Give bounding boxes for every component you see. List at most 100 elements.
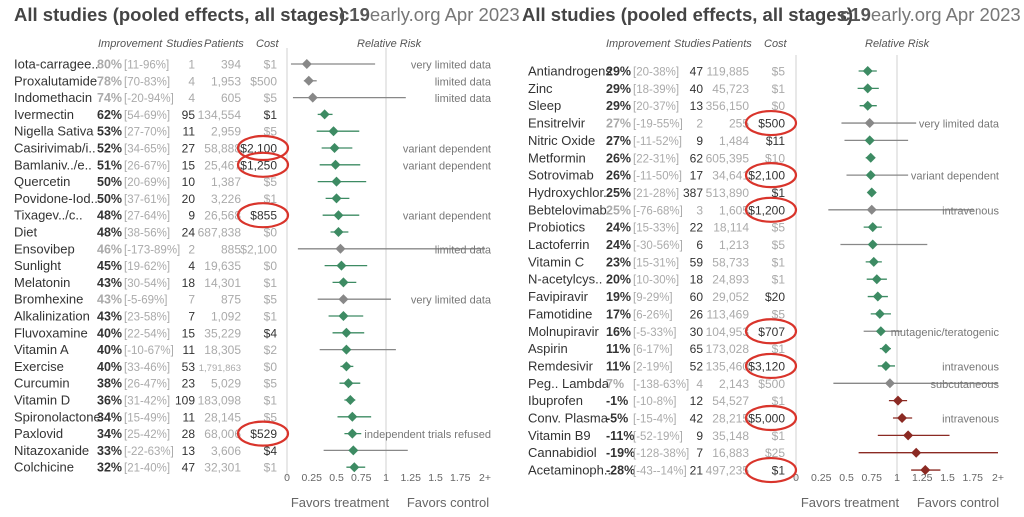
cost-value: $2 bbox=[264, 343, 278, 357]
treatment-name: Exercise bbox=[14, 359, 64, 374]
studies-count: 12 bbox=[690, 394, 704, 408]
favors-control-label: Favors control bbox=[917, 495, 999, 510]
studies-count: 4 bbox=[696, 377, 703, 391]
cost-value: $10 bbox=[765, 151, 785, 165]
highlight-circle bbox=[744, 352, 798, 380]
patients-count: 18,305 bbox=[204, 343, 241, 357]
forest-plot-panel-left: All studies (pooled effects, all stages)… bbox=[14, 4, 520, 510]
studies-count: 22 bbox=[690, 221, 704, 235]
patients-count: 5,029 bbox=[211, 377, 241, 391]
highlight-circle bbox=[744, 196, 798, 223]
patients-count: 1,605 bbox=[719, 203, 749, 217]
cost-value: $5 bbox=[772, 307, 786, 321]
improvement-value: 11% bbox=[606, 342, 630, 356]
table-row: Melatonin 43% [30-54%] 18 14,301 $1 bbox=[14, 275, 357, 290]
cost-value: $529 bbox=[250, 427, 277, 441]
table-row: Nitric Oxide 27% [-11-52%] 9 1,484 $11 bbox=[528, 133, 909, 148]
patients-count: 1,791,863 bbox=[199, 363, 241, 374]
improvement-value: 19% bbox=[606, 290, 631, 304]
row-note: mutagenic/teratogenic bbox=[891, 327, 1000, 339]
cost-value: $707 bbox=[758, 325, 785, 339]
improvement-value: 50% bbox=[97, 192, 122, 206]
studies-count: 9 bbox=[696, 134, 703, 148]
improvement-value: -11% bbox=[606, 429, 635, 443]
studies-count: 4 bbox=[188, 74, 195, 88]
cost-value: $1 bbox=[264, 276, 278, 290]
treatment-name: Fluvoxamine bbox=[14, 325, 88, 340]
effect-diamond bbox=[348, 445, 359, 456]
x-tick-label: 0.75 bbox=[862, 472, 883, 484]
confidence-interval: [2-19%] bbox=[633, 361, 673, 373]
confidence-interval: [33-46%] bbox=[124, 362, 170, 374]
confidence-interval: [-15-4%] bbox=[633, 414, 676, 426]
cost-value: $1 bbox=[264, 394, 278, 408]
col-header-relative-risk: Relative Risk bbox=[357, 38, 422, 50]
improvement-value: 29% bbox=[606, 99, 631, 113]
patients-count: 34,641 bbox=[712, 169, 749, 183]
confidence-interval: [26-67%] bbox=[124, 160, 170, 172]
cost-value: $855 bbox=[250, 209, 277, 223]
treatment-name: Alkalinization bbox=[14, 309, 90, 324]
effect-diamond bbox=[341, 344, 352, 355]
studies-count: 10 bbox=[182, 175, 196, 189]
treatment-name: Bebtelovimab bbox=[528, 202, 607, 217]
studies-count: 26 bbox=[690, 307, 704, 321]
table-row: Ibuprofen -1% [-10-8%] 12 54,527 $1 bbox=[528, 393, 908, 408]
cost-value: $1 bbox=[772, 429, 786, 443]
studies-count: 28 bbox=[182, 427, 196, 441]
x-tick-label: 0 bbox=[793, 472, 799, 484]
cost-value: $1 bbox=[772, 273, 786, 287]
confidence-interval: [15-31%] bbox=[633, 257, 679, 269]
patients-count: 29,052 bbox=[712, 290, 749, 304]
improvement-value: 29% bbox=[606, 65, 631, 79]
studies-count: 2 bbox=[188, 242, 195, 256]
confidence-interval: [18-39%] bbox=[633, 84, 679, 96]
confidence-interval: [-128-38%] bbox=[633, 448, 689, 460]
improvement-value: 50% bbox=[97, 175, 122, 189]
panel-title: All studies (pooled effects, all stages) bbox=[522, 4, 854, 25]
improvement-value: -5% bbox=[606, 412, 628, 426]
confidence-interval: [-20-94%] bbox=[124, 93, 174, 105]
treatment-name: Vitamin B9 bbox=[528, 428, 591, 443]
patients-count: 687,838 bbox=[198, 226, 242, 240]
improvement-value: 43% bbox=[97, 293, 122, 307]
table-row: Favipiravir 19% [9-29%] 60 29,052 $20 bbox=[528, 289, 888, 304]
studies-count: 95 bbox=[182, 108, 196, 122]
cost-value: $4 bbox=[264, 444, 278, 458]
effect-diamond bbox=[865, 152, 876, 163]
studies-count: 13 bbox=[182, 444, 196, 458]
table-row: Hydroxychlor..25% [21-28%] 387 513,890 $1 bbox=[528, 185, 877, 200]
treatment-name: Colchicine bbox=[14, 460, 74, 475]
effect-diamond bbox=[338, 294, 349, 305]
effect-diamond bbox=[862, 66, 873, 76]
improvement-value: 38% bbox=[97, 377, 122, 391]
site-label: c19early.org Apr 2023 bbox=[840, 4, 1021, 26]
studies-count: 7 bbox=[696, 446, 703, 460]
cost-value: $20 bbox=[765, 290, 785, 304]
effect-diamond bbox=[333, 210, 344, 221]
col-header-improvement: Improvement bbox=[606, 38, 671, 50]
effect-diamond bbox=[864, 118, 875, 129]
row-note: variant dependent bbox=[403, 211, 491, 223]
improvement-value: 17% bbox=[606, 307, 631, 321]
confidence-interval: [-19-55%] bbox=[633, 119, 683, 131]
table-row: Lactoferrin 24% [-30-56%] 6 1,213 $5 bbox=[528, 237, 928, 252]
treatment-name: Famotidine bbox=[528, 306, 592, 321]
effect-diamond bbox=[347, 411, 358, 422]
table-row: Conv. Plasma-5% [-15-4%] 42 28,215 $5,000 int… bbox=[528, 404, 999, 432]
treatment-name: Vitamin A bbox=[14, 342, 69, 357]
effect-diamond bbox=[333, 227, 344, 237]
improvement-value: 40% bbox=[97, 326, 122, 340]
treatment-name: Ensitrelvir bbox=[528, 116, 586, 131]
confidence-interval: [30-54%] bbox=[124, 278, 170, 290]
studies-count: 11 bbox=[183, 125, 196, 139]
site-bold: c19 bbox=[840, 4, 871, 25]
patients-count: 28,145 bbox=[204, 410, 241, 424]
x-tick-label: 0.75 bbox=[351, 472, 372, 484]
studies-count: 21 bbox=[690, 464, 704, 478]
patients-count: 885 bbox=[221, 242, 241, 256]
improvement-value: 33% bbox=[97, 444, 122, 458]
effect-diamond bbox=[880, 360, 891, 371]
treatment-name: Spironolactone bbox=[14, 409, 101, 424]
